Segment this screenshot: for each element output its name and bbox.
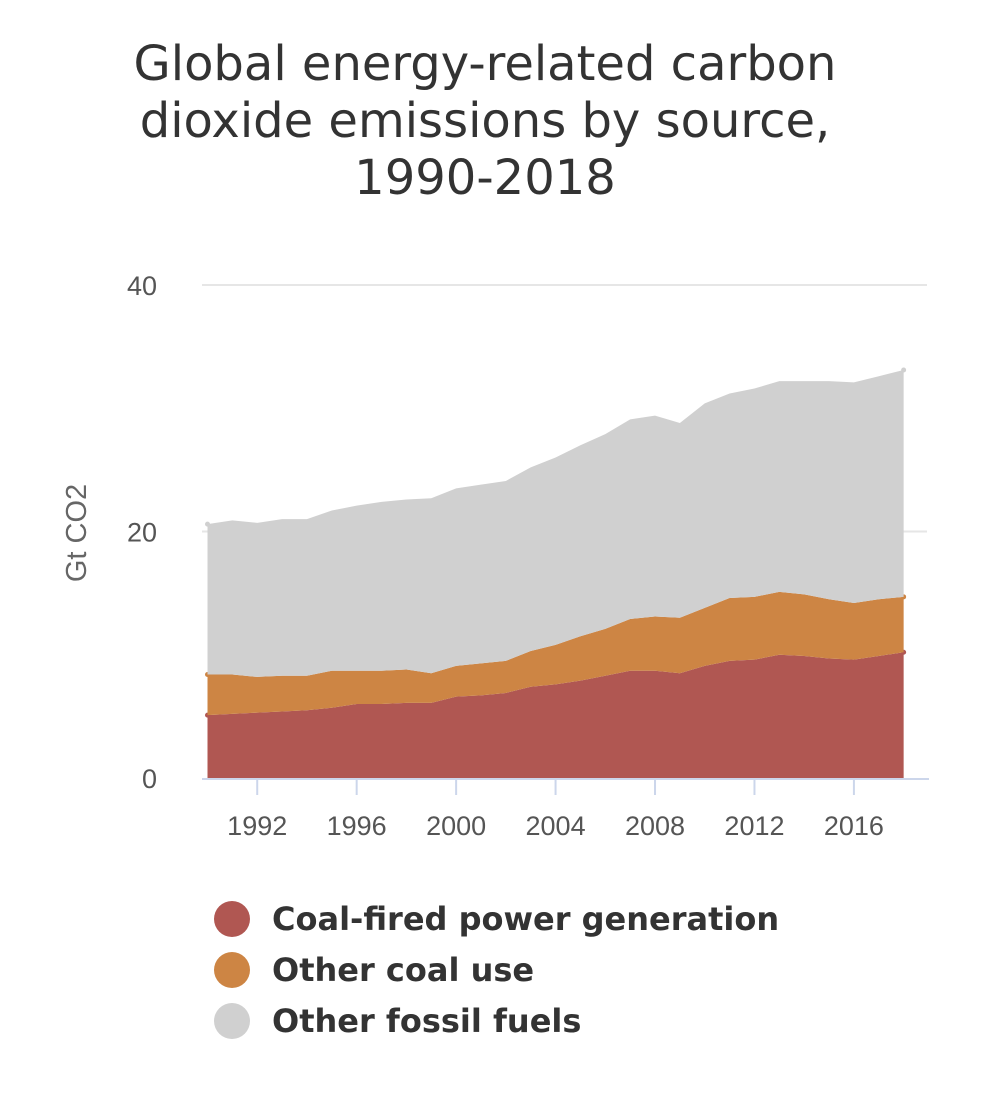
- legend-swatch-other-fossil: [214, 1002, 250, 1039]
- area-chart: 0 20 40 1992 1996 2000 2004 2008 2012 2016 Gt CO…: [61, 271, 929, 841]
- series-areas: [205, 367, 907, 778]
- legend-label-other-fossil: Other fossil fuels: [272, 1001, 582, 1040]
- y-tick-labels: 0 20 40: [127, 271, 157, 794]
- area-other-fossil-fuels[interactable]: [207, 370, 904, 677]
- legend-item-coal-power[interactable]: Coal-fired power generation: [214, 893, 779, 944]
- legend: Coal-fired power generation Other coal u…: [214, 893, 779, 1046]
- x-tick-label-2008: 2008: [625, 811, 685, 841]
- y-axis-title: Gt CO2: [61, 484, 93, 582]
- area-coal-fired-power-generation[interactable]: [207, 652, 904, 778]
- x-tick-label-2016: 2016: [824, 811, 884, 841]
- legend-swatch-coal-power: [214, 900, 250, 937]
- x-axis: [202, 778, 929, 795]
- y-tick-label-20: 20: [127, 518, 157, 548]
- chart-title-line-3: 1990-2018: [354, 150, 616, 206]
- chart-title-line-2: dioxide emissions by source,: [139, 93, 831, 149]
- point-other-fossil-fuels-start: [205, 521, 210, 527]
- point-other-fossil-fuels-end: [901, 367, 907, 373]
- x-tick-label-1996: 1996: [327, 811, 387, 841]
- chart-title-line-1: Global energy-related carbon: [133, 36, 837, 92]
- x-tick-label-2000: 2000: [426, 811, 486, 841]
- x-tick-label-1992: 1992: [227, 811, 287, 841]
- legend-label-coal-power: Coal-fired power generation: [272, 899, 780, 938]
- area-other-coal-use[interactable]: [207, 591, 904, 716]
- x-tick-label-2012: 2012: [724, 811, 784, 841]
- x-tick-label-2004: 2004: [526, 811, 586, 841]
- legend-item-other-fossil[interactable]: Other fossil fuels: [214, 995, 779, 1046]
- chart-title: Global energy-related carbon dioxide emi…: [40, 36, 930, 207]
- legend-swatch-other-coal: [214, 951, 250, 988]
- x-tick-labels: 1992 1996 2000 2004 2008 2012 2016: [227, 811, 884, 841]
- y-tick-label-40: 40: [127, 271, 157, 301]
- y-tick-label-0: 0: [142, 764, 157, 794]
- legend-item-other-coal[interactable]: Other coal use: [214, 944, 779, 995]
- legend-label-other-coal: Other coal use: [272, 950, 535, 989]
